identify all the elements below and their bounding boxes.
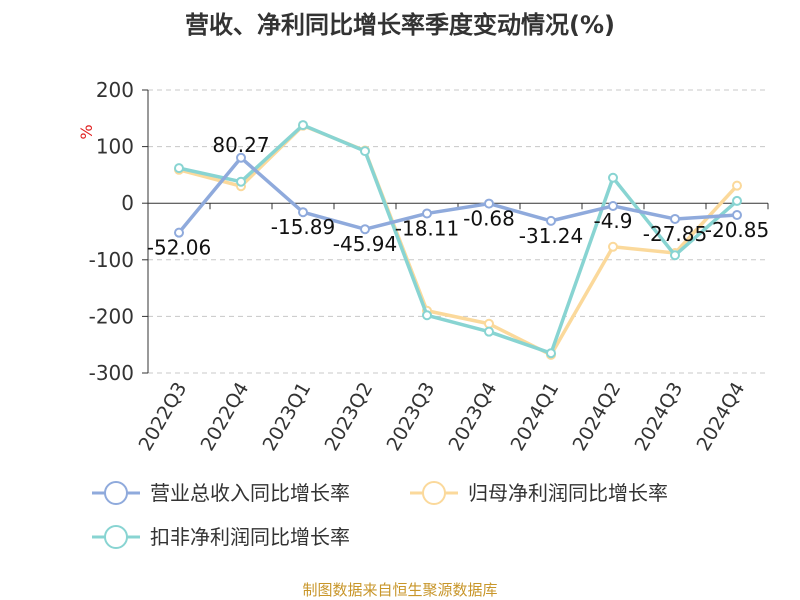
series-2-point xyxy=(732,195,742,206)
legend-item-1: 归母净利润同比增长率 xyxy=(410,481,668,505)
series-2-point xyxy=(236,176,246,187)
series-line-1 xyxy=(178,123,739,357)
data-label: -52.06 xyxy=(147,236,211,260)
data-label: -0.68 xyxy=(463,207,515,231)
y-tick-label: -100 xyxy=(89,248,134,272)
data-label: -45.94 xyxy=(333,232,397,256)
legend-swatch-marker xyxy=(104,525,128,549)
data-label: 80.27 xyxy=(212,133,269,157)
legend-item-0: 营业总收入同比增长率 xyxy=(92,481,350,505)
data-label: -31.24 xyxy=(519,224,583,248)
x-tick-label: 2022Q4 xyxy=(197,379,254,455)
legend-swatch-marker xyxy=(104,481,128,505)
series-line-2 xyxy=(178,123,739,355)
series-0-point xyxy=(546,215,556,226)
source-note: 制图数据来自恒生聚源数据库 xyxy=(302,581,497,599)
series-0-point xyxy=(670,213,680,224)
legend-label: 营业总收入同比增长率 xyxy=(150,481,350,505)
series-2-point xyxy=(546,348,556,359)
series-0-point xyxy=(236,152,246,163)
series-2-point xyxy=(608,172,618,183)
data-label: -27.85 xyxy=(643,222,707,246)
series-2-point xyxy=(484,326,494,337)
series-0-point xyxy=(422,208,432,219)
series-1-point xyxy=(484,318,494,329)
series-0-point xyxy=(174,227,184,238)
data-label: -20.85 xyxy=(705,218,769,242)
chart-title: 营收、净利同比增长率季度变动情况(%) xyxy=(185,11,615,39)
series-layer xyxy=(174,120,742,360)
data-label-layer: -52.06 80.27 -15.89-45.94-18.11 -0.68-31.24… xyxy=(147,133,769,260)
y-axis-unit: % xyxy=(77,124,96,139)
y-tick-label: 100 xyxy=(96,135,134,159)
grid-layer xyxy=(148,89,768,374)
x-tick-label: 2023Q3 xyxy=(383,379,440,455)
legend-item-2: 扣非净利润同比增长率 xyxy=(92,525,350,549)
x-tick-label: 2024Q1 xyxy=(507,379,564,455)
series-0-point xyxy=(732,210,742,221)
series-0-point xyxy=(298,207,308,218)
series-line-0 xyxy=(177,156,738,234)
data-label: -18.11 xyxy=(395,216,459,240)
series-2-point xyxy=(360,146,370,157)
series-0-point xyxy=(360,224,370,235)
y-tick-label: 0 xyxy=(121,191,134,215)
series-2-point xyxy=(422,310,432,321)
series-1-point xyxy=(608,241,618,252)
y-tick-label: 200 xyxy=(96,78,134,102)
x-tick-label: 2024Q4 xyxy=(693,379,750,455)
legend-swatch-marker xyxy=(422,481,446,505)
series-0-point xyxy=(484,198,494,209)
y-tick-label: -300 xyxy=(89,361,134,385)
y-tick-label: -200 xyxy=(89,304,134,328)
x-tick-label: 2023Q4 xyxy=(445,379,502,455)
series-1-point xyxy=(732,180,742,191)
series-2-point xyxy=(298,120,308,131)
series-2-point xyxy=(174,163,184,174)
x-tick-label: 2023Q1 xyxy=(259,379,316,455)
legend-label: 归母净利润同比增长率 xyxy=(468,481,668,505)
series-2-point xyxy=(670,250,680,261)
data-label: -15.89 xyxy=(271,215,335,239)
x-tick-label: 2023Q2 xyxy=(321,379,378,455)
x-tick-label: 2024Q2 xyxy=(569,379,626,455)
data-label: -4.9 xyxy=(593,209,632,233)
series-0-point xyxy=(608,200,618,211)
legend-label: 扣非净利润同比增长率 xyxy=(150,525,350,549)
x-tick-label: 2024Q3 xyxy=(631,379,688,455)
x-tick-label: 2022Q3 xyxy=(135,379,192,455)
